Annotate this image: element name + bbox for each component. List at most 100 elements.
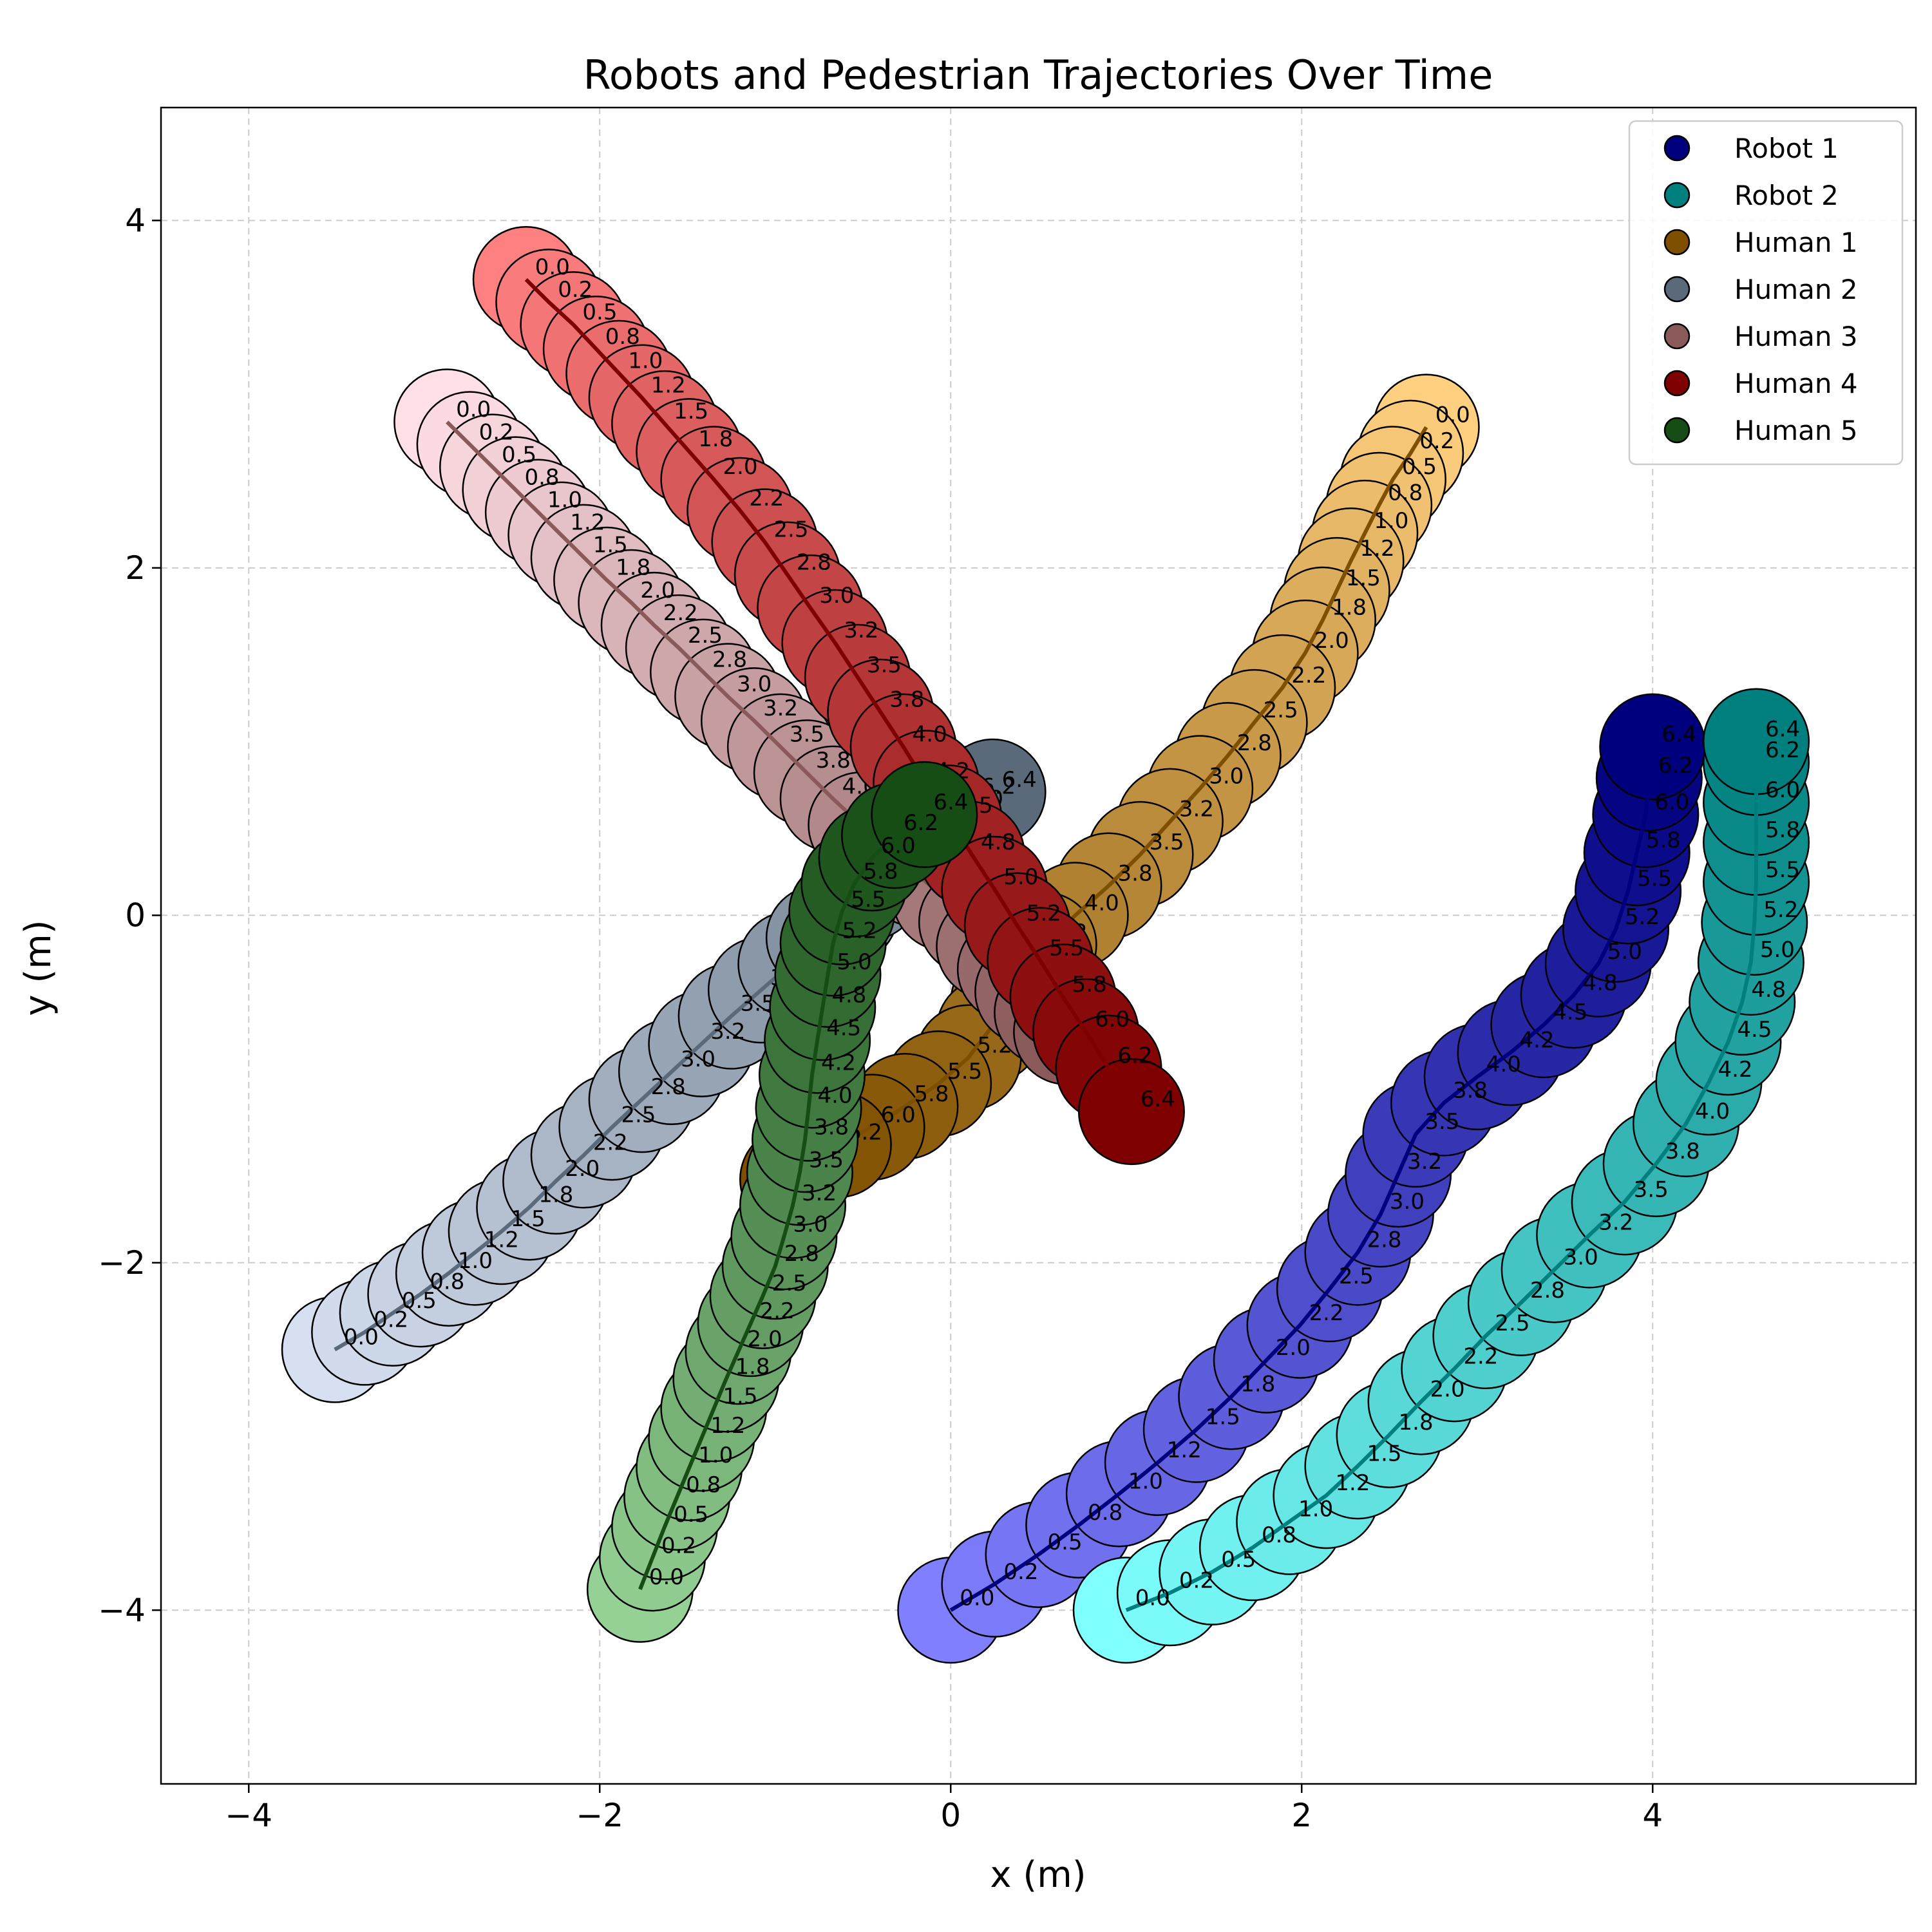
time-label: 2.0 [748,1326,782,1352]
time-label: 2.0 [1276,1335,1311,1361]
time-label: 2.0 [723,454,757,480]
time-label: 4.0 [1695,1099,1730,1124]
time-label: 4.8 [1751,977,1786,1003]
legend-marker [1665,136,1689,160]
time-label: 6.0 [1765,777,1800,803]
time-label: 1.2 [651,372,686,398]
time-label: 2.8 [1367,1227,1401,1253]
time-label: 6.4 [933,790,968,815]
time-label: 2.8 [712,647,747,673]
time-label: 3.2 [763,696,798,721]
time-label: 2.2 [749,486,784,511]
time-label: 5.5 [947,1059,982,1084]
legend-label: Human 2 [1734,274,1858,305]
time-label: 0.8 [1388,480,1423,506]
time-label: 0.0 [535,254,570,280]
time-label: 4.0 [1486,1052,1521,1077]
time-label: 6.2 [1658,753,1693,779]
time-label: 1.8 [1240,1371,1275,1397]
time-label: 6.4 [1662,722,1696,748]
time-label: 0.5 [674,1502,708,1528]
legend-label: Human 1 [1734,227,1858,258]
time-label: 3.0 [1209,763,1244,789]
legend-marker [1665,277,1689,301]
time-label: 3.2 [802,1180,837,1206]
time-label: 5.8 [1072,972,1107,998]
time-label: 6.0 [881,833,916,858]
time-label: 1.5 [674,399,708,424]
y-tick-label: 2 [125,549,146,587]
time-label: 0.8 [524,464,559,490]
time-label: 0.0 [456,397,491,422]
time-label: 0.0 [960,1585,994,1611]
time-label: 6.0 [881,1102,916,1128]
time-label: 4.5 [826,1016,861,1041]
time-label: 5.5 [1049,935,1084,961]
y-tick-label: −2 [98,1244,146,1282]
time-label: 0.5 [1221,1547,1256,1573]
time-label: 0.2 [558,277,592,303]
time-label: 0.8 [1088,1500,1122,1526]
time-label: 0.5 [582,299,617,325]
time-label: 3.5 [809,1148,844,1173]
time-label: 4.8 [831,982,866,1008]
legend-marker [1665,324,1689,348]
time-label: 6.2 [1118,1043,1153,1069]
time-label: 5.2 [1763,897,1798,923]
time-label: 1.8 [538,1182,573,1208]
time-label: 2.2 [1463,1343,1498,1369]
y-tick-label: −4 [98,1591,146,1629]
time-label: 1.8 [735,1354,770,1380]
time-label: 4.0 [1084,890,1119,916]
y-axis-label: y (m) [17,920,59,1016]
time-label: 0.2 [661,1533,696,1558]
time-label: 5.8 [863,859,898,885]
time-label: 1.2 [1360,536,1395,562]
time-label: 2.0 [640,578,675,603]
time-label: 4.0 [818,1083,853,1109]
time-label: 5.0 [1760,937,1795,963]
time-label: 0.8 [686,1472,721,1498]
time-label: 1.5 [1367,1441,1401,1466]
time-label: 1.0 [628,348,663,374]
time-label: 0.2 [1003,1559,1038,1585]
legend-marker [1665,418,1689,442]
time-label: 3.8 [1665,1139,1700,1164]
time-label: 0.8 [1262,1522,1296,1548]
time-label: 1.2 [570,510,605,536]
time-label: 1.5 [511,1206,545,1232]
time-label: 5.2 [1625,904,1660,930]
x-tick-label: 4 [1642,1797,1663,1834]
time-label: 2.5 [772,1271,807,1296]
time-label: 0.5 [1048,1530,1083,1555]
x-tick-label: 2 [1291,1797,1312,1834]
time-label: 5.2 [842,918,877,943]
time-label: 1.8 [616,555,650,581]
time-label: 2.0 [1430,1377,1465,1403]
y-tick-label: 0 [125,896,146,934]
time-label: 2.5 [1339,1264,1374,1289]
time-label: 6.4 [1141,1086,1175,1112]
time-label: 1.5 [1346,565,1381,591]
time-label: 3.5 [867,652,902,678]
legend-marker [1665,183,1689,207]
time-label: 3.2 [1407,1149,1442,1175]
time-label: 5.0 [1607,939,1642,965]
time-label: 1.0 [698,1443,733,1468]
time-label: 1.0 [1374,508,1408,534]
legend-marker [1665,230,1689,254]
time-label: 4.2 [1520,1027,1555,1053]
time-label: 4.5 [1737,1017,1772,1043]
time-label: 4.0 [913,722,947,748]
time-label: 5.8 [1646,828,1681,853]
time-label: 3.2 [844,618,878,643]
legend-marker [1665,371,1689,395]
time-label: 2.2 [663,600,698,626]
time-label: 1.2 [710,1413,745,1439]
time-label: 5.2 [1027,900,1061,926]
time-label: 3.5 [1425,1109,1459,1135]
time-label: 1.2 [1167,1437,1202,1463]
time-label: 0.8 [605,324,640,350]
